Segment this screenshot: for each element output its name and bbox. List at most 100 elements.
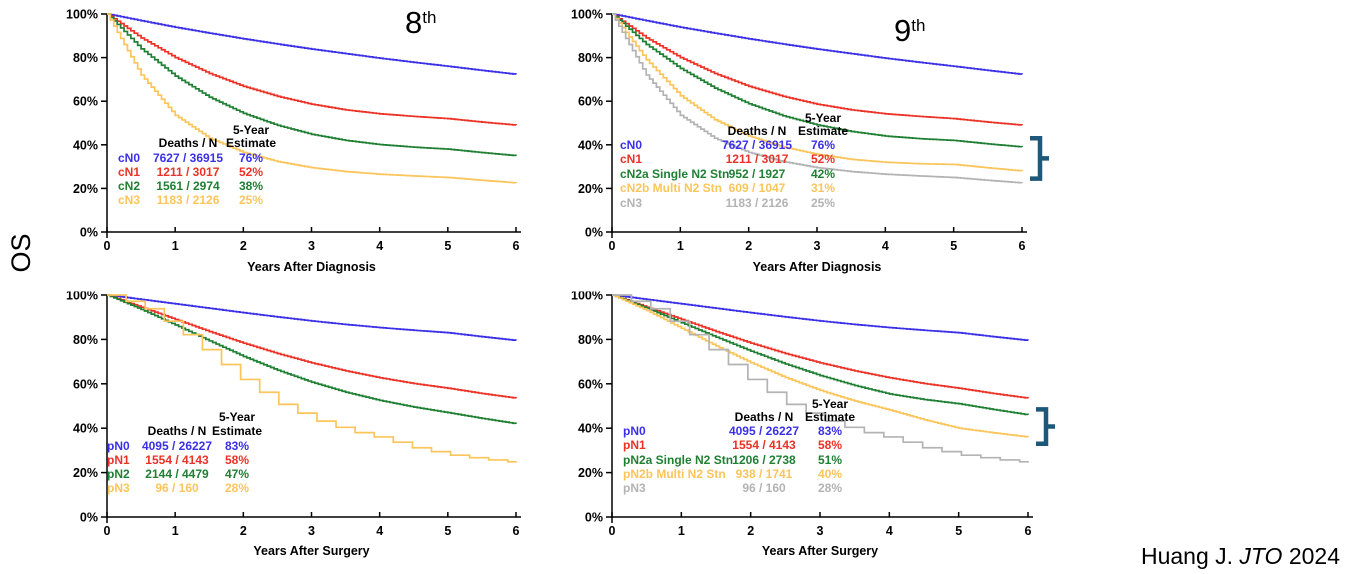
y-tick-label: 80%	[578, 333, 603, 347]
legend-deaths-n-cN1: 1211 / 3017	[725, 152, 789, 167]
crop-artifact-mask	[53, 283, 103, 292]
km-plot-cn-8th: 0% 20% 40% 60% 80% 100% 0 1 2 3 4 5 6 Years After Dia…	[66, 8, 521, 274]
x-tick-label: 5	[950, 239, 957, 253]
legend-estimate-cN3: 25%	[238, 193, 264, 207]
km-curve-pN1	[107, 294, 517, 399]
legend-deaths-n-pN0: 4095 / 26227	[728, 424, 800, 438]
km-panel-pn-8th: 0% 20% 40% 60% 80% 100% 0 1 2 3 4 5 6 Years After Sur…	[45, 281, 555, 574]
legend-estimate-pN0: 83%	[224, 439, 250, 453]
km-curve-cN0	[612, 13, 1023, 75]
x-tick-label: 5	[955, 524, 962, 538]
km-curve-pN2b-Multi-N2-Stn	[612, 294, 1029, 438]
comparison-brace	[1036, 407, 1055, 446]
x-axis-title: Years After Diagnosis	[753, 260, 882, 274]
legend-label-pN0: pN0	[107, 439, 130, 453]
axes	[101, 13, 521, 238]
legend-deaths-n-cN0: 7627 / 36915	[721, 138, 793, 152]
x-tick-label: 6	[513, 239, 520, 253]
y-tick-label: 60%	[578, 377, 603, 391]
legend-estimate-cN0: 76%	[238, 151, 264, 165]
km-curves	[612, 294, 1029, 463]
y-tick-label: 80%	[578, 51, 603, 65]
legend-deaths-n-cN1: 1211 / 3017	[156, 165, 220, 179]
y-tick-label: 20%	[578, 182, 603, 196]
legend-deaths-n-pN2b-Multi-N2-Stn: 938 / 1741	[735, 466, 793, 481]
x-tick-label: 4	[882, 239, 889, 253]
legend-label-pN1: pN1	[107, 453, 130, 467]
legend-estimate-pN3: 28%	[817, 481, 843, 496]
km-curve-pN1	[612, 294, 1029, 399]
km-curve-cN2	[107, 13, 517, 157]
legend-deaths-n-pN1: 1554 / 4143	[732, 438, 796, 453]
y-tick-label: 100%	[66, 289, 98, 303]
legend-label-pN3: pN3	[623, 481, 646, 496]
y-tick-label: 60%	[578, 95, 603, 109]
legend-deaths-n-pN2a-Single-N2-Stn: 1206 / 2738	[732, 452, 796, 467]
legend-label-cN2a-Single-N2-Stn: cN2a Single N2 Stn	[620, 166, 730, 181]
km-curves	[107, 294, 517, 463]
legend-estimate-pN2b-Multi-N2-Stn: 40%	[817, 466, 843, 481]
km-curve-cN3	[612, 13, 1023, 184]
x-tick-label: 2	[240, 239, 247, 253]
legend-header-estimate-line2: Estimate	[211, 424, 263, 438]
legend-estimate-cN2: 38%	[238, 179, 264, 193]
legend-label-pN2: pN2	[107, 467, 130, 481]
x-tick-label: 5	[444, 239, 451, 253]
x-tick-label: 2	[747, 524, 754, 538]
y-tick-label: 20%	[73, 182, 98, 196]
x-tick-label: 4	[376, 239, 383, 253]
legend-header-deaths: Deaths / N	[734, 410, 794, 424]
legend-header-estimate-line2: Estimate	[804, 410, 856, 424]
legend-estimate-pN0: 83%	[817, 424, 843, 438]
legend-deaths-n-cN3: 1183 / 2126	[156, 193, 220, 207]
y-tick-label: 60%	[73, 95, 98, 109]
legend-label-pN2a-Single-N2-Stn: pN2a Single N2 Stn	[623, 452, 734, 467]
legend-estimate-cN0: 76%	[810, 138, 836, 152]
legend-label-cN1: cN1	[620, 152, 643, 167]
y-tick-label: 40%	[73, 138, 98, 152]
edition-number: 9	[894, 13, 912, 48]
edition-ordinal-suffix: th	[422, 8, 437, 27]
x-tick-label: 2	[240, 524, 247, 538]
legend-estimate-pN2a-Single-N2-Stn: 51%	[817, 452, 843, 467]
os-axis-label: OS	[5, 233, 36, 273]
legend-label-cN0: cN0	[118, 151, 141, 165]
legend-estimate-pN1: 58%	[224, 453, 250, 467]
x-tick-label: 1	[677, 239, 684, 253]
legend-deaths-n-pN0: 4095 / 26227	[141, 439, 213, 453]
legend-label-pN1: pN1	[623, 438, 646, 453]
crop-artifact-mask	[560, 283, 610, 292]
legend-estimate-cN1: 52%	[810, 152, 836, 167]
legend-header-deaths: Deaths / N	[147, 424, 207, 438]
km-panel-cn-9th: 0% 20% 40% 60% 80% 100% 0 1 2 3 4 5 6 Years After Dia…	[552, 0, 1062, 281]
citation-author: Huang J.	[1140, 543, 1234, 569]
legend-deaths-n-pN3: 96 / 160	[155, 481, 199, 495]
legend-header-estimate-line1: 5-Year	[804, 111, 842, 125]
legend-deaths-n-pN3: 96 / 160	[742, 481, 786, 496]
citation-journal: JTO	[1239, 543, 1283, 569]
legend-label-pN2b-Multi-N2-Stn: pN2b Multi N2 Stn	[623, 466, 726, 481]
legend-label-cN2b-Multi-N2-Stn: cN2b Multi N2 Stn	[620, 181, 723, 196]
legend-header-deaths: Deaths / N	[727, 124, 787, 138]
legend-deaths-n-cN3: 1183 / 2126	[725, 195, 789, 210]
x-tick-label: 1	[172, 239, 179, 253]
x-tick-label: 3	[308, 239, 315, 253]
y-tick-label: 40%	[73, 422, 98, 436]
y-tick-label: 20%	[578, 466, 603, 480]
km-curves	[612, 13, 1023, 184]
y-tick-label: 20%	[73, 466, 98, 480]
y-tick-label: 100%	[571, 289, 603, 303]
x-tick-label: 1	[678, 524, 685, 538]
km-panel-pn-9th: 0% 20% 40% 60% 80% 100% 0 1 2 3 4 5 6 Years After Sur…	[552, 281, 1062, 574]
km-curve-pN3	[612, 294, 1029, 463]
y-tick-label: 80%	[73, 333, 98, 347]
km-curve-cN3	[107, 13, 517, 184]
edition-number: 8	[405, 5, 423, 40]
axes	[606, 294, 1033, 523]
x-tick-label: 2	[745, 239, 752, 253]
x-axis-title: Years After Diagnosis	[247, 260, 376, 274]
y-tick-label: 40%	[578, 422, 603, 436]
y-tick-label: 100%	[66, 8, 98, 22]
legend-header-estimate-line1: 5-Year	[218, 410, 256, 424]
legend-header-estimate-line1: 5-Year	[232, 123, 270, 137]
